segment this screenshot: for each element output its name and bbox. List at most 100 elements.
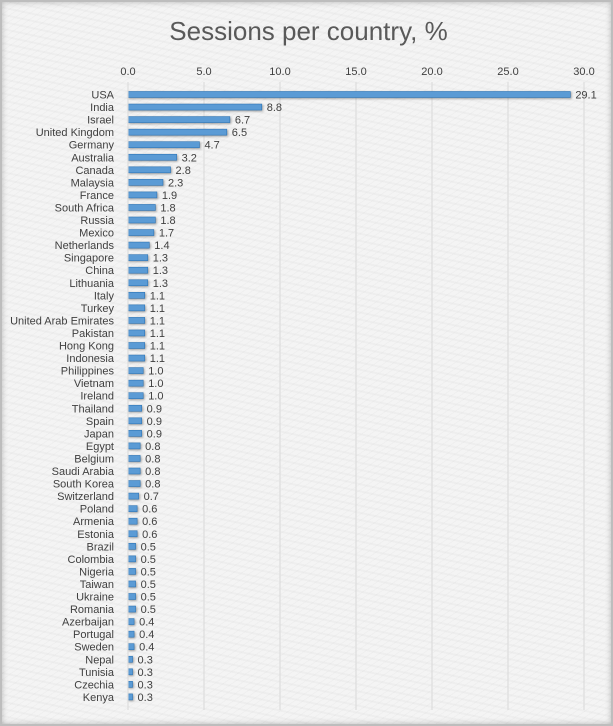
category-label: Saudi Arabia (52, 466, 115, 478)
data-label: 0.7 (144, 491, 159, 503)
x-tick-label: 0.0 (120, 66, 135, 78)
bar (127, 467, 141, 475)
category-label: United Kingdom (36, 127, 114, 139)
bar (127, 593, 136, 600)
category-label: China (85, 265, 115, 277)
bar (127, 442, 141, 450)
data-label: 1.1 (150, 303, 165, 315)
bar (127, 116, 231, 123)
data-label: 0.5 (141, 604, 156, 616)
category-label: Sweden (74, 642, 114, 654)
category-label: Mexico (79, 228, 114, 240)
data-label: 1.9 (162, 190, 177, 202)
category-label: Kenya (83, 692, 115, 704)
data-label: 0.9 (147, 416, 162, 428)
category-label: Nigeria (79, 566, 115, 578)
bar (127, 204, 156, 211)
bar (127, 166, 171, 174)
category-label: Turkey (81, 303, 115, 315)
x-tick-label: 15.0 (345, 66, 366, 78)
data-label: 0.3 (138, 679, 153, 691)
data-label: 0.4 (139, 617, 154, 629)
bar (127, 367, 144, 374)
category-label: Israel (87, 115, 114, 127)
bar (127, 216, 156, 224)
bar (127, 681, 133, 688)
category-label: Singapore (64, 253, 114, 265)
data-label: 0.8 (145, 441, 160, 453)
data-label: 1.3 (153, 278, 168, 290)
bar (127, 580, 136, 588)
bar (127, 354, 146, 362)
bar (127, 492, 139, 500)
category-label: Tunisia (79, 667, 115, 679)
bar (127, 229, 155, 236)
data-label: 0.5 (141, 554, 156, 566)
bar (127, 128, 228, 136)
category-label: Ukraine (76, 592, 114, 604)
x-tick-label: 25.0 (497, 66, 518, 78)
bar (127, 379, 144, 387)
category-label: Poland (80, 504, 114, 516)
bar (127, 517, 138, 525)
bar (127, 266, 149, 274)
data-label: 3.2 (182, 152, 197, 164)
data-label: 1.3 (153, 253, 168, 265)
data-label: 29.1 (575, 90, 596, 102)
bar (127, 693, 133, 701)
data-label: 1.1 (150, 290, 165, 302)
bar (127, 643, 135, 651)
bar (127, 404, 142, 412)
data-label: 0.6 (142, 504, 157, 516)
bar (127, 141, 200, 148)
category-label: Estonia (77, 529, 115, 541)
data-label: 0.5 (141, 541, 156, 553)
bar (127, 618, 135, 625)
data-label: 0.6 (142, 529, 157, 541)
data-label: 0.3 (138, 654, 153, 666)
data-label: 6.7 (235, 115, 250, 127)
bar (127, 555, 136, 563)
bar (127, 668, 133, 676)
category-label: Armenia (73, 516, 115, 528)
bar (127, 317, 146, 324)
bar (127, 392, 144, 400)
category-label: Malaysia (71, 177, 115, 189)
data-label: 1.0 (148, 391, 163, 403)
category-label: Netherlands (55, 240, 115, 252)
data-label: 0.5 (141, 566, 156, 578)
data-label: 0.9 (147, 403, 162, 415)
category-label: India (90, 102, 115, 114)
category-label: Nepal (85, 654, 114, 666)
category-label: Portugal (73, 629, 114, 641)
bar (127, 655, 133, 663)
category-label: Ireland (80, 391, 114, 403)
category-label: Taiwan (80, 579, 114, 591)
category-label: USA (91, 90, 114, 102)
data-label: 2.3 (168, 177, 183, 189)
data-label: 1.8 (160, 215, 175, 227)
data-label: 0.9 (147, 428, 162, 440)
category-label: Egypt (86, 441, 114, 453)
data-label: 1.0 (148, 378, 163, 390)
category-label: Japan (84, 428, 114, 440)
category-label: Italy (94, 290, 115, 302)
category-label: Canada (75, 165, 114, 177)
bar (127, 153, 177, 161)
bar (127, 191, 158, 199)
data-label: 1.0 (148, 366, 163, 378)
data-label: 1.4 (154, 240, 169, 252)
bar (127, 480, 141, 487)
data-label: 0.5 (141, 592, 156, 604)
category-label: Romania (70, 604, 115, 616)
data-label: 1.8 (160, 202, 175, 214)
data-label: 1.1 (150, 353, 165, 365)
category-label: Lithuania (69, 278, 115, 290)
chart-title: Sessions per country, % (169, 16, 448, 46)
category-label: Vietnam (74, 378, 114, 390)
category-label: Brazil (86, 541, 114, 553)
data-label: 1.1 (150, 341, 165, 353)
category-label: Indonesia (66, 353, 115, 365)
